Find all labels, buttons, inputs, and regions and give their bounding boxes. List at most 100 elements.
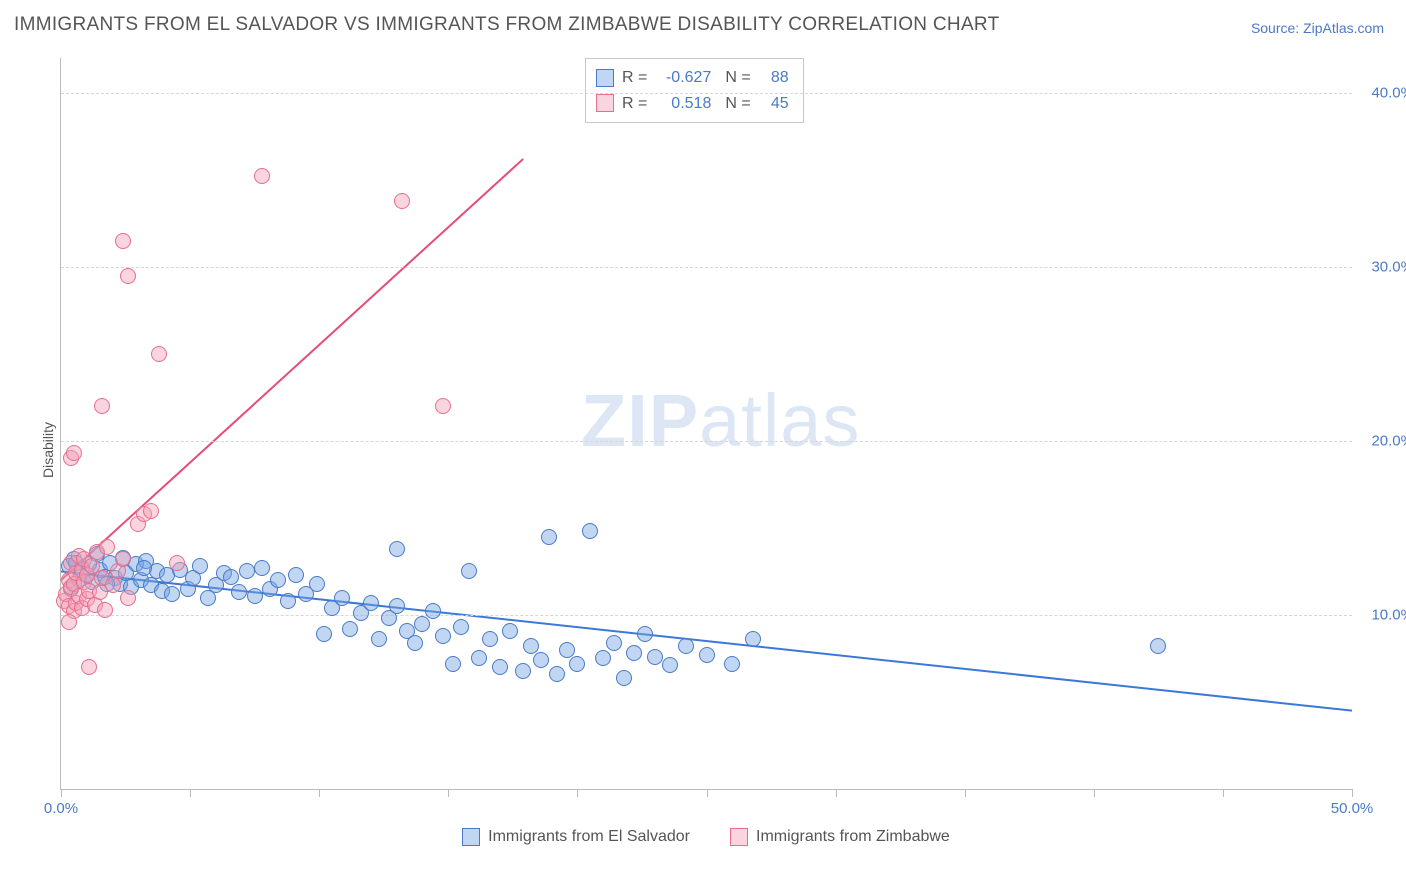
gridline	[61, 267, 1352, 268]
scatter-point	[164, 586, 180, 602]
scatter-point	[120, 268, 136, 284]
scatter-point	[678, 638, 694, 654]
scatter-point	[120, 590, 136, 606]
scatter-point	[115, 233, 131, 249]
chart-title: IMMIGRANTS FROM EL SALVADOR VS IMMIGRANT…	[14, 14, 1000, 36]
scatter-point	[461, 563, 477, 579]
scatter-point	[254, 168, 270, 184]
scatter-point	[662, 657, 678, 673]
legend-item[interactable]: Immigrants from El Salvador	[462, 828, 690, 846]
x-tick	[1352, 789, 1353, 797]
scatter-point	[724, 656, 740, 672]
scatter-point	[254, 560, 270, 576]
scatter-point	[270, 572, 286, 588]
gridline	[61, 615, 1352, 616]
y-tick-label: 30.0%	[1371, 258, 1406, 275]
x-tick	[577, 789, 578, 797]
legend-swatch	[730, 828, 748, 846]
scatter-point	[66, 445, 82, 461]
header: IMMIGRANTS FROM EL SALVADOR VS IMMIGRANT…	[0, 0, 1406, 42]
y-tick-label: 20.0%	[1371, 432, 1406, 449]
series-swatch	[596, 94, 614, 112]
scatter-point	[637, 626, 653, 642]
trend-lines	[61, 58, 1352, 789]
stat-label: R =	[622, 91, 647, 117]
x-tick	[707, 789, 708, 797]
scatter-point	[453, 619, 469, 635]
scatter-point	[389, 598, 405, 614]
source-link[interactable]: Source: ZipAtlas.com	[1251, 14, 1384, 36]
scatter-point	[445, 656, 461, 672]
stat-label: N =	[725, 65, 750, 91]
x-tick	[1223, 789, 1224, 797]
scatter-point	[435, 628, 451, 644]
scatter-point	[492, 659, 508, 675]
scatter-point	[371, 631, 387, 647]
scatter-point	[334, 590, 350, 606]
scatter-point	[97, 602, 113, 618]
scatter-point	[515, 663, 531, 679]
scatter-point	[143, 503, 159, 519]
x-tick-label: 0.0%	[44, 800, 78, 817]
scatter-point	[425, 603, 441, 619]
stats-box: R =-0.627N =88R = 0.518 N = 45	[585, 58, 804, 123]
scatter-point	[471, 650, 487, 666]
scatter-point	[1150, 638, 1166, 654]
scatter-point	[549, 666, 565, 682]
x-tick	[190, 789, 191, 797]
series-swatch	[596, 69, 614, 87]
trend-line	[61, 159, 523, 580]
scatter-point	[342, 621, 358, 637]
scatter-point	[115, 551, 131, 567]
legend-swatch	[462, 828, 480, 846]
scatter-point	[523, 638, 539, 654]
scatter-point	[389, 541, 405, 557]
scatter-point	[647, 649, 663, 665]
stats-row: R =-0.627N =88	[596, 65, 789, 91]
scatter-point	[105, 577, 121, 593]
stat-n-value: 45	[759, 91, 789, 117]
scatter-point	[239, 563, 255, 579]
scatter-point	[407, 635, 423, 651]
scatter-point	[316, 626, 332, 642]
plot-wrap: Disability ZIPatlas R =-0.627N =88R =0.5…	[36, 50, 1376, 850]
scatter-point	[482, 631, 498, 647]
scatter-point	[288, 567, 304, 583]
scatter-point	[81, 659, 97, 675]
scatter-point	[435, 398, 451, 414]
x-tick	[448, 789, 449, 797]
x-tick	[61, 789, 62, 797]
scatter-point	[61, 614, 77, 630]
scatter-point	[595, 650, 611, 666]
plot-area: ZIPatlas R =-0.627N =88R =0.518N =45 10.…	[60, 58, 1352, 790]
scatter-point	[582, 523, 598, 539]
scatter-point	[569, 656, 585, 672]
scatter-point	[606, 635, 622, 651]
scatter-point	[223, 569, 239, 585]
scatter-point	[616, 670, 632, 686]
legend-label: Immigrants from El Salvador	[488, 828, 690, 846]
scatter-point	[169, 555, 185, 571]
scatter-point	[192, 558, 208, 574]
gridline	[61, 441, 1352, 442]
scatter-point	[533, 652, 549, 668]
y-tick-label: 10.0%	[1371, 606, 1406, 623]
scatter-point	[309, 576, 325, 592]
stats-row: R =0.518N =45	[596, 91, 789, 117]
y-axis-label: Disability	[40, 422, 56, 478]
scatter-point	[94, 398, 110, 414]
scatter-point	[247, 588, 263, 604]
stat-label: R =	[622, 65, 647, 91]
x-tick	[1094, 789, 1095, 797]
legend: Immigrants from El Salvador Immigrants fr…	[36, 828, 1376, 846]
scatter-point	[394, 193, 410, 209]
scatter-point	[541, 529, 557, 545]
scatter-point	[699, 647, 715, 663]
y-tick-label: 40.0%	[1371, 84, 1406, 101]
scatter-point	[502, 623, 518, 639]
legend-item[interactable]: Immigrants from Zimbabwe	[730, 828, 950, 846]
x-tick	[319, 789, 320, 797]
gridline	[61, 93, 1352, 94]
stat-r-value: 0.518	[655, 91, 711, 117]
scatter-point	[151, 346, 167, 362]
